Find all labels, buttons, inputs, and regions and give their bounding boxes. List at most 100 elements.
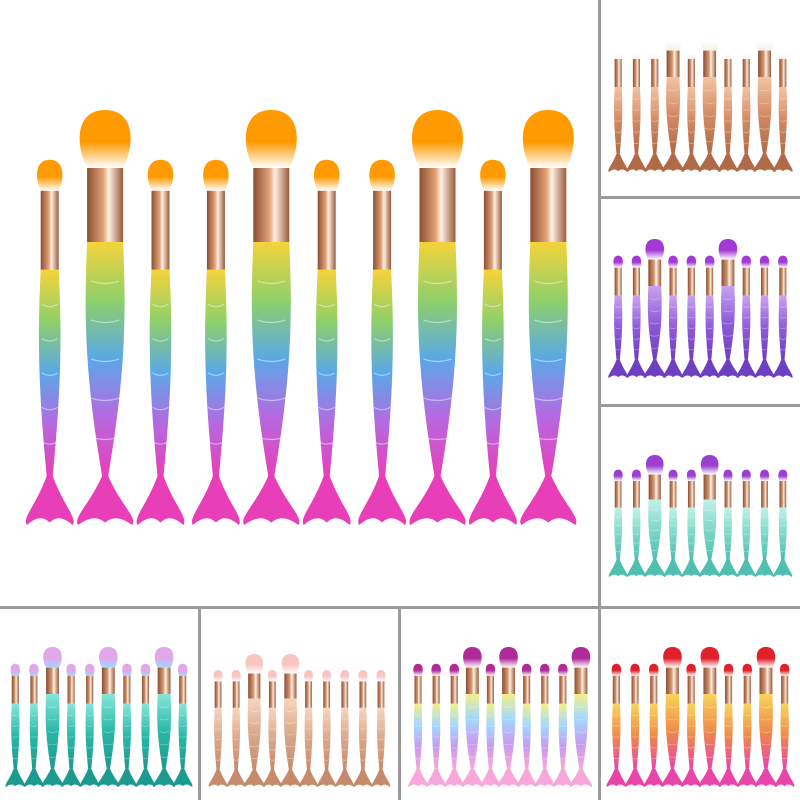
brush — [444, 663, 465, 787]
brush — [753, 30, 776, 172]
brush — [299, 669, 318, 787]
brush — [520, 110, 577, 525]
variant-photo-mint — [601, 407, 800, 606]
brush — [644, 47, 665, 172]
brush — [737, 663, 758, 787]
brush — [408, 663, 428, 787]
brush — [736, 469, 756, 577]
brush — [736, 255, 757, 378]
main-product-photo — [25, 110, 577, 525]
main-brush-set-image — [25, 110, 577, 525]
vertical-divider-bottom-1 — [198, 609, 201, 800]
brush — [409, 110, 466, 525]
unicorn-brush-set-image — [408, 647, 593, 787]
brush — [755, 469, 774, 577]
brush — [191, 159, 240, 525]
brush — [661, 30, 685, 172]
brush — [698, 30, 721, 172]
brush — [608, 255, 628, 378]
brush — [718, 47, 738, 172]
brush — [553, 663, 573, 787]
brush — [773, 255, 793, 378]
brush — [663, 469, 683, 577]
brush — [208, 669, 228, 787]
brush — [663, 255, 683, 378]
brush — [516, 663, 537, 787]
brush — [681, 663, 701, 787]
brush — [716, 239, 740, 378]
brush — [754, 647, 778, 787]
brush — [698, 647, 721, 787]
brush — [226, 669, 246, 787]
brush — [606, 663, 627, 787]
mint-brush-set-image — [608, 455, 793, 577]
brush — [97, 647, 120, 787]
brush — [117, 663, 137, 787]
brush — [371, 669, 391, 787]
brush — [608, 47, 628, 172]
brush — [773, 47, 793, 172]
brush — [681, 255, 702, 378]
teal-brush-set-image — [5, 647, 193, 787]
brush — [461, 647, 484, 787]
champagne-brush-set-image — [208, 654, 391, 787]
brush — [426, 663, 446, 787]
brush — [480, 663, 501, 787]
brush — [736, 47, 757, 172]
brush — [279, 654, 302, 787]
horizontal-divider-right-2 — [601, 404, 800, 407]
brush — [25, 159, 74, 525]
brush — [608, 469, 628, 577]
variant-photo-champagne — [201, 609, 398, 800]
brush — [681, 47, 702, 172]
brush — [61, 663, 81, 787]
brush — [136, 159, 185, 525]
brush — [699, 255, 720, 378]
brush — [24, 663, 44, 787]
brush — [718, 663, 739, 787]
brush — [625, 663, 645, 787]
brush — [754, 255, 775, 378]
brush — [774, 663, 795, 787]
sunset-brush-set-image — [606, 647, 795, 787]
brush — [358, 159, 407, 525]
variant-photo-unicorn — [401, 609, 598, 800]
brush — [135, 663, 156, 787]
brush — [317, 669, 337, 787]
variant-photo-violet — [601, 199, 800, 404]
brush — [627, 469, 646, 577]
horizontal-divider-right-1 — [601, 196, 800, 199]
brush — [79, 663, 100, 787]
brush — [353, 669, 373, 787]
brush — [172, 663, 193, 787]
vertical-divider-bottom-2 — [398, 609, 401, 800]
brush — [643, 239, 666, 378]
brush — [5, 663, 26, 787]
brush — [569, 647, 593, 787]
brush — [41, 647, 64, 787]
brush — [534, 663, 555, 787]
horizontal-divider-bottom — [0, 606, 800, 609]
variant-photo-rose-gold — [601, 0, 800, 196]
variant-photo-sunset — [601, 609, 800, 800]
brush — [243, 654, 265, 787]
brush — [243, 110, 300, 525]
brush — [699, 455, 721, 577]
brush — [773, 469, 793, 577]
brush — [644, 455, 666, 577]
brush — [468, 159, 517, 525]
violet-brush-set-image — [608, 239, 793, 378]
rose-gold-brush-set-image — [608, 30, 793, 172]
brush — [681, 469, 701, 577]
brush — [335, 669, 355, 787]
vertical-divider-main — [598, 0, 601, 800]
brush — [626, 47, 647, 172]
brush — [152, 647, 176, 787]
brush — [77, 110, 134, 525]
brush — [262, 669, 282, 787]
brush — [718, 469, 738, 577]
brush — [643, 663, 664, 787]
brush — [497, 647, 520, 787]
variant-photo-teal — [0, 609, 198, 800]
brush — [626, 255, 647, 378]
